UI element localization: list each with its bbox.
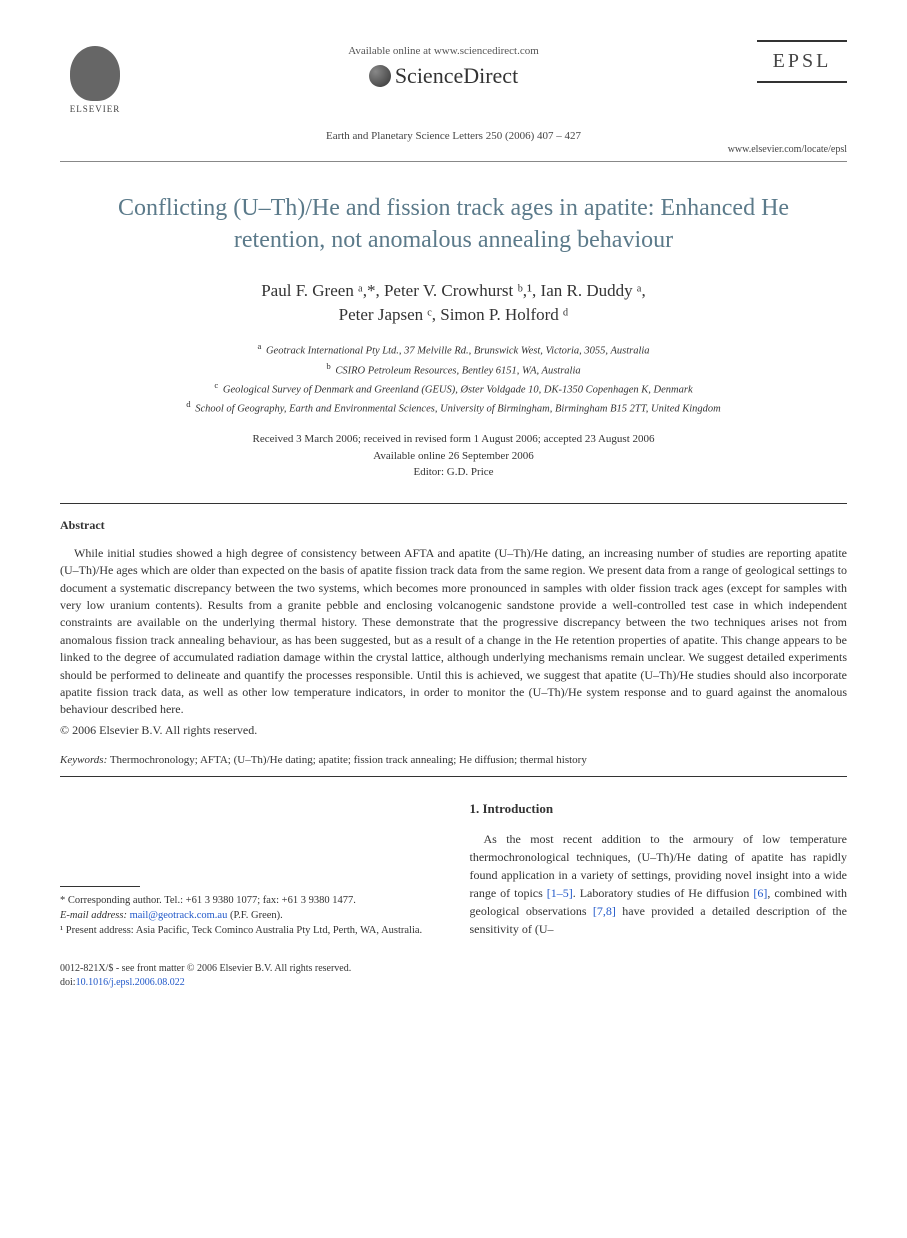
editor-line: Editor: G.D. Price <box>60 464 847 481</box>
epsl-journal-box: EPSL <box>757 40 847 83</box>
affiliations-block: a Geotrack International Pty Ltd., 37 Me… <box>60 340 847 417</box>
affiliation-b-text: CSIRO Petroleum Resources, Bentley 6151,… <box>335 365 580 376</box>
header-rule <box>60 161 847 162</box>
affiliation-d-text: School of Geography, Earth and Environme… <box>195 404 721 415</box>
affiliation-c-text: Geological Survey of Denmark and Greenla… <box>223 384 693 395</box>
introduction-heading: 1. Introduction <box>470 799 848 819</box>
sciencedirect-text: ScienceDirect <box>395 63 518 89</box>
copyright-line: © 2006 Elsevier B.V. All rights reserved… <box>60 723 847 738</box>
affiliation-a: a Geotrack International Pty Ltd., 37 Me… <box>60 340 847 359</box>
authors-line-2: Peter Japsen ᶜ, Simon P. Holford ᵈ <box>339 305 569 324</box>
doi-link[interactable]: 10.1016/j.epsl.2006.08.022 <box>76 977 185 988</box>
dates-block: Received 3 March 2006; received in revis… <box>60 431 847 481</box>
present-address: ¹ Present address: Asia Pacific, Teck Co… <box>60 923 438 938</box>
keywords-list: Thermochronology; AFTA; (U–Th)/He dating… <box>110 754 587 766</box>
bottom-meta: 0012-821X/$ - see front matter © 2006 El… <box>60 962 847 990</box>
email-line: E-mail address: mail@geotrack.com.au (P.… <box>60 908 438 923</box>
header-row: ELSEVIER Available online at www.science… <box>60 40 847 120</box>
journal-citation: Earth and Planetary Science Letters 250 … <box>60 130 847 142</box>
affiliation-a-text: Geotrack International Pty Ltd., 37 Melv… <box>266 346 650 357</box>
received-date: Received 3 March 2006; received in revis… <box>60 431 847 448</box>
sciencedirect-logo: ScienceDirect <box>130 63 757 89</box>
elsevier-label: ELSEVIER <box>70 104 121 114</box>
email-person: (P.F. Green). <box>230 910 283 921</box>
authors-block: Paul F. Green ᵃ,*, Peter V. Crowhurst ᵇ,… <box>60 279 847 327</box>
two-column-region: * Corresponding author. Tel.: +61 3 9380… <box>60 799 847 939</box>
center-header: Available online at www.sciencedirect.co… <box>130 40 757 89</box>
ref-link-6[interactable]: [6] <box>753 886 767 900</box>
online-date: Available online 26 September 2006 <box>60 448 847 465</box>
authors-line-1: Paul F. Green ᵃ,*, Peter V. Crowhurst ᵇ,… <box>261 281 646 300</box>
footnotes-block: * Corresponding author. Tel.: +61 3 9380… <box>60 893 438 939</box>
sciencedirect-ball-icon <box>369 65 391 87</box>
footnote-rule <box>60 886 140 887</box>
elsevier-tree-icon <box>70 46 120 101</box>
ref-link-1-5[interactable]: [1–5] <box>547 886 573 900</box>
email-link[interactable]: mail@geotrack.com.au <box>130 910 228 921</box>
doi-line: doi:10.1016/j.epsl.2006.08.022 <box>60 976 847 990</box>
abstract-heading: Abstract <box>60 518 847 533</box>
introduction-paragraph: As the most recent addition to the armou… <box>470 830 848 938</box>
right-column: 1. Introduction As the most recent addit… <box>470 799 848 939</box>
issn-line: 0012-821X/$ - see front matter © 2006 El… <box>60 962 847 976</box>
email-label: E-mail address: <box>60 910 127 921</box>
left-column: * Corresponding author. Tel.: +61 3 9380… <box>60 799 438 939</box>
epsl-label: EPSL <box>761 50 843 73</box>
abstract-top-rule <box>60 503 847 504</box>
affiliation-d: d School of Geography, Earth and Environ… <box>60 398 847 417</box>
abstract-bottom-rule <box>60 776 847 777</box>
article-title: Conflicting (U–Th)/He and fission track … <box>80 192 827 257</box>
corresponding-author: * Corresponding author. Tel.: +61 3 9380… <box>60 893 438 908</box>
abstract-body: While initial studies showed a high degr… <box>60 545 847 719</box>
elsevier-logo: ELSEVIER <box>60 40 130 120</box>
affiliation-c: c Geological Survey of Denmark and Green… <box>60 379 847 398</box>
ref-link-7-8[interactable]: [7,8] <box>593 904 616 918</box>
affiliation-b: b CSIRO Petroleum Resources, Bentley 615… <box>60 360 847 379</box>
keywords-block: Keywords: Thermochronology; AFTA; (U–Th)… <box>60 754 847 766</box>
journal-url[interactable]: www.elsevier.com/locate/epsl <box>60 144 847 155</box>
keywords-label: Keywords: <box>60 754 107 766</box>
doi-label: doi: <box>60 977 76 988</box>
available-online-text: Available online at www.sciencedirect.co… <box>130 45 757 57</box>
